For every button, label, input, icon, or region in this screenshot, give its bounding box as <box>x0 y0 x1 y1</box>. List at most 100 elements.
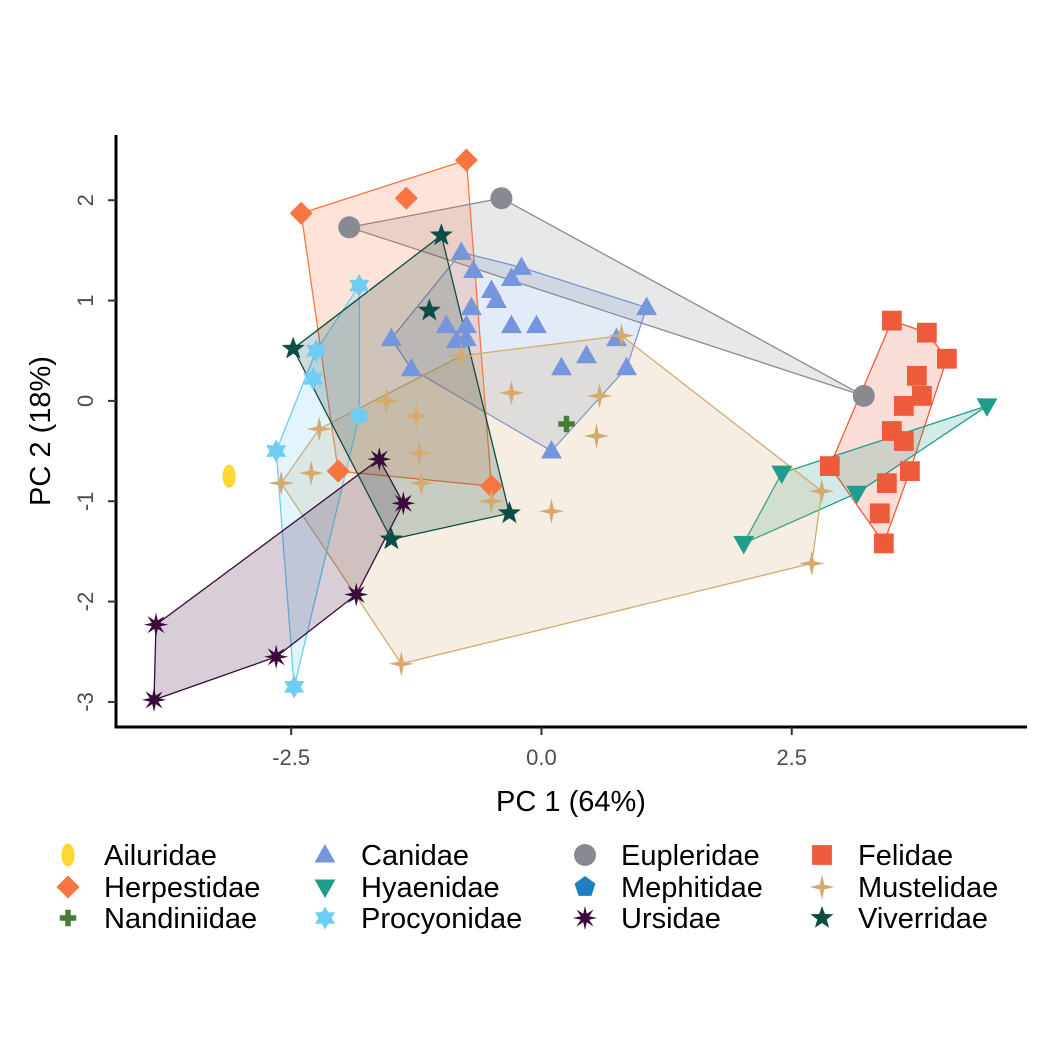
point-canidae-3 <box>500 267 522 286</box>
series-hyaenidae <box>733 398 998 555</box>
x-tick-label: 2.5 <box>776 745 807 770</box>
point-mustelidae-2 <box>498 380 525 406</box>
legend-item-nandiniidae: Nandiniidae <box>59 903 257 935</box>
legend-item-hyaenidae: Hyaenidae <box>314 872 500 904</box>
point-canidae-9 <box>435 314 457 334</box>
legend-key-mephitidae <box>574 876 596 896</box>
x-ticks: -2.5 0.0 2.5 <box>272 727 807 770</box>
y-axis-title: PC 2 (18%) <box>25 356 57 506</box>
point-canidae-0 <box>450 241 472 260</box>
point-canidae-12 <box>380 327 402 347</box>
point-mustelidae-14 <box>809 478 835 504</box>
legend-label: Eupleridae <box>621 840 760 872</box>
legend-key-ailuridae <box>61 843 75 867</box>
point-canidae-17 <box>576 344 597 364</box>
point-nandiniidae-0 <box>558 415 575 433</box>
point-canidae-13 <box>400 357 422 377</box>
series-procyonidae <box>266 273 370 699</box>
point-canidae-6 <box>500 314 522 334</box>
point-eupleridae-2 <box>852 384 875 407</box>
legend-label: Procyonidae <box>361 903 522 935</box>
point-eupleridae-1 <box>338 216 361 239</box>
legend-label: Nandiniidae <box>104 903 257 935</box>
point-canidae-16 <box>636 296 658 316</box>
point-canidae-10 <box>455 314 477 334</box>
legend-key-canidae <box>314 844 336 863</box>
point-hyaenidae-1 <box>771 465 793 485</box>
point-canidae-18 <box>616 356 638 376</box>
legend-item-eupleridae: Eupleridae <box>574 840 760 872</box>
point-hyaenidae-3 <box>846 485 868 505</box>
point-mustelidae-9 <box>298 460 324 486</box>
point-canidae-7 <box>526 314 547 334</box>
y-tick-label: 0 <box>73 395 98 407</box>
point-felidae-7 <box>893 431 914 451</box>
legend-key-viverridae <box>810 905 834 928</box>
point-herpestidae-1 <box>394 186 418 210</box>
legend-label: Mephitidae <box>621 872 763 904</box>
point-canidae-8 <box>460 296 482 316</box>
legend-item-canidae: Canidae <box>314 840 469 872</box>
point-herpestidae-2 <box>289 201 313 225</box>
point-procyonidae-1 <box>306 339 327 363</box>
x-tick-label: 0.0 <box>526 745 557 770</box>
point-mustelidae-10 <box>408 470 434 496</box>
series-mustelidae <box>268 323 835 677</box>
y-tick-label: -1 <box>73 491 98 511</box>
legend-key-ursidae <box>572 905 598 931</box>
point-felidae-1 <box>916 322 937 343</box>
point-felidae-10 <box>869 503 890 524</box>
legend-item-ursidae: Ursidae <box>572 903 721 935</box>
legend-label: Ailuridae <box>104 840 217 872</box>
legend-label: Hyaenidae <box>361 872 500 904</box>
point-procyonidae-3 <box>349 404 370 428</box>
point-mustelidae-11 <box>268 470 294 496</box>
point-felidae-4 <box>911 385 932 406</box>
point-mustelidae-13 <box>538 498 565 524</box>
point-ursidae-3 <box>264 644 289 669</box>
legend-key-mustelidae <box>809 874 835 900</box>
legend-key-hyaenidae <box>314 879 336 898</box>
point-mustelidae-5 <box>403 403 429 429</box>
point-viverridae-2 <box>281 336 305 359</box>
point-procyonidae-0 <box>349 273 370 298</box>
point-mustelidae-8 <box>406 440 432 466</box>
legend-key-nandiniidae <box>59 909 77 927</box>
point-canidae-1 <box>462 259 484 278</box>
legend-item-ailuridae: Ailuridae <box>61 840 217 872</box>
legend-key-felidae <box>812 845 832 865</box>
legend-key-procyonidae <box>315 906 335 930</box>
point-mustelidae-0 <box>608 323 635 349</box>
legend-item-mustelidae: Mustelidae <box>809 872 998 904</box>
point-procyonidae-4 <box>266 439 287 463</box>
point-mustelidae-4 <box>373 388 399 414</box>
point-mustelidae-1 <box>448 343 475 369</box>
hull-procyonidae <box>275 283 360 688</box>
y-ticks: -3 -2 -1 0 1 2 <box>73 194 116 712</box>
legend-key-herpestidae <box>56 875 80 899</box>
point-felidae-5 <box>893 396 914 416</box>
point-felidae-0 <box>881 310 902 331</box>
series-nandiniidae <box>558 415 575 433</box>
point-procyonidae-5 <box>284 675 305 699</box>
point-ursidae-1 <box>391 491 416 516</box>
point-mustelidae-6 <box>583 423 610 449</box>
point-canidae-5 <box>485 289 507 309</box>
legend-item-procyonidae: Procyonidae <box>315 903 522 935</box>
point-ursidae-2 <box>344 582 369 607</box>
point-herpestidae-3 <box>326 459 350 483</box>
legend-item-herpestidae: Herpestidae <box>56 872 260 904</box>
point-canidae-4 <box>510 256 532 275</box>
point-viverridae-3 <box>497 501 521 524</box>
point-canidae-20 <box>541 440 562 459</box>
legend-label: Ursidae <box>621 903 721 935</box>
point-ursidae-0 <box>367 446 392 472</box>
hull-canidae <box>390 251 648 452</box>
point-felidae-9 <box>876 473 897 494</box>
legend: Ailuridae Canidae Eupleridae Felidae Herpest… <box>56 840 998 935</box>
legend-item-viverridae: Viverridae <box>810 903 988 935</box>
legend-item-felidae: Felidae <box>812 840 953 872</box>
series-felidae <box>819 310 957 554</box>
point-ursidae-4 <box>143 612 169 637</box>
